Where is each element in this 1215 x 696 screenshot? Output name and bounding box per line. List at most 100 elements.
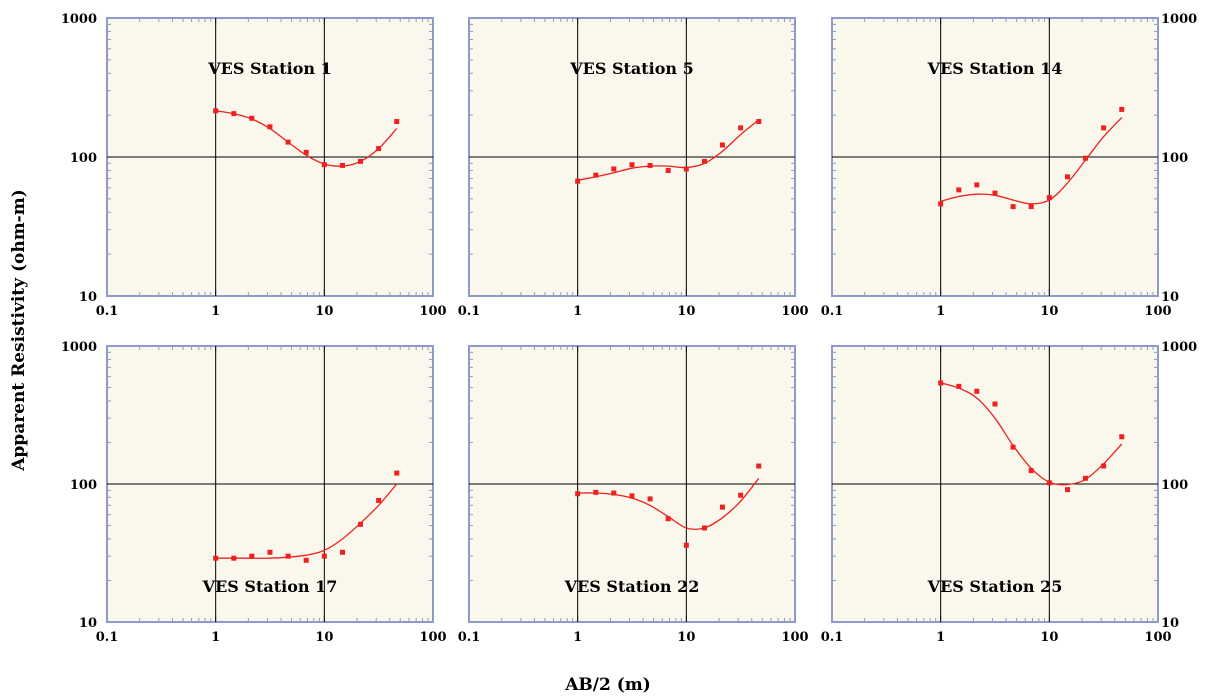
gridlines xyxy=(107,18,433,296)
y-tick-label: 100 xyxy=(1161,151,1188,166)
x-tick-label: 0.1 xyxy=(821,630,844,645)
x-tick-label: 100 xyxy=(419,630,446,645)
data-point xyxy=(1046,480,1052,486)
x-tick-label: 10 xyxy=(315,304,333,319)
data-points xyxy=(575,119,762,184)
x-tick-label: 0.1 xyxy=(458,630,481,645)
data-point xyxy=(647,496,653,502)
data-point xyxy=(956,187,962,193)
x-tick-label: 100 xyxy=(781,304,808,319)
data-point xyxy=(267,549,273,555)
data-point xyxy=(249,553,255,559)
data-point xyxy=(593,172,599,178)
data-point xyxy=(1082,155,1088,161)
data-point xyxy=(992,190,998,196)
data-point xyxy=(1119,106,1125,112)
data-point xyxy=(702,158,708,164)
y-tick-label: 10 xyxy=(1161,290,1179,305)
panel-1: 0.1 1 10 100 10 100 1000 VES Station 1 xyxy=(61,12,447,319)
data-point xyxy=(593,489,599,495)
x-tick-label: 100 xyxy=(781,630,808,645)
data-point xyxy=(357,158,363,164)
x-tick-label: 1 xyxy=(573,304,582,319)
data-point xyxy=(1119,434,1125,440)
data-point xyxy=(340,162,346,168)
y-tick-label: 1000 xyxy=(1161,340,1197,355)
x-tick-label: 10 xyxy=(315,630,333,645)
panel-5: 0.1 1 10 100 VES Station 22 xyxy=(458,345,809,645)
data-point xyxy=(1028,204,1034,210)
data-point xyxy=(1101,463,1107,469)
data-point xyxy=(249,115,255,121)
y-tick-label: 1000 xyxy=(1161,12,1197,27)
y-tick-label: 1000 xyxy=(61,12,97,27)
data-point xyxy=(285,553,291,559)
data-point xyxy=(629,162,635,168)
data-point xyxy=(665,167,671,173)
data-point xyxy=(719,142,725,148)
x-tick-label: 0.1 xyxy=(96,630,119,645)
x-tick-label: 10 xyxy=(677,304,695,319)
data-point xyxy=(719,504,725,510)
panel-2: 0.1 1 10 100 VES Station 5 xyxy=(458,17,809,319)
x-tick-label: 10 xyxy=(1040,304,1058,319)
data-point xyxy=(1046,195,1052,201)
data-point xyxy=(611,166,617,172)
data-point xyxy=(213,555,219,561)
x-tick-label: 10 xyxy=(1040,630,1058,645)
data-point xyxy=(303,149,309,155)
data-point xyxy=(340,549,346,555)
data-point xyxy=(394,119,400,125)
panel-title: VES Station 5 xyxy=(569,59,694,78)
data-point xyxy=(665,516,671,522)
data-point xyxy=(285,139,291,145)
data-point xyxy=(1010,204,1016,210)
data-point xyxy=(231,111,237,117)
x-tick-label: 1 xyxy=(211,304,220,319)
fitted-curve xyxy=(215,110,398,167)
data-point xyxy=(974,182,980,188)
data-point xyxy=(575,178,581,184)
data-point xyxy=(738,125,744,131)
x-tick-label: 1 xyxy=(211,630,220,645)
data-point xyxy=(629,493,635,499)
data-point xyxy=(683,542,689,548)
gridlines xyxy=(832,18,1158,296)
y-tick-label: 100 xyxy=(70,151,97,166)
gridlines xyxy=(469,18,795,296)
data-point xyxy=(611,490,617,496)
fitted-curve xyxy=(215,483,398,559)
panel-title: VES Station 22 xyxy=(564,577,700,596)
x-tick-label: 100 xyxy=(1144,630,1171,645)
panel-title: VES Station 25 xyxy=(927,577,1063,596)
data-point xyxy=(267,124,273,130)
data-points xyxy=(938,106,1125,210)
data-point xyxy=(756,463,762,469)
y-tick-label: 10 xyxy=(79,616,97,631)
data-point xyxy=(1065,174,1071,180)
data-point xyxy=(1010,444,1016,450)
data-point xyxy=(938,201,944,207)
data-point xyxy=(213,108,219,114)
x-tick-label: 100 xyxy=(1144,304,1171,319)
data-point xyxy=(647,162,653,168)
y-tick-label: 100 xyxy=(1161,478,1188,493)
data-point xyxy=(575,491,581,497)
y-tick-label: 10 xyxy=(1161,616,1179,631)
fitted-curve xyxy=(940,117,1123,205)
data-point xyxy=(1101,125,1107,131)
y-tick-label: 10 xyxy=(79,290,97,305)
data-points xyxy=(575,463,762,548)
data-point xyxy=(321,162,327,168)
fitted-curve xyxy=(577,119,760,181)
data-point xyxy=(376,146,382,152)
data-point xyxy=(683,166,689,172)
data-points xyxy=(213,470,400,563)
x-tick-label: 100 xyxy=(419,304,446,319)
data-point xyxy=(1065,487,1071,493)
data-point xyxy=(231,555,237,561)
gridlines xyxy=(469,346,795,622)
